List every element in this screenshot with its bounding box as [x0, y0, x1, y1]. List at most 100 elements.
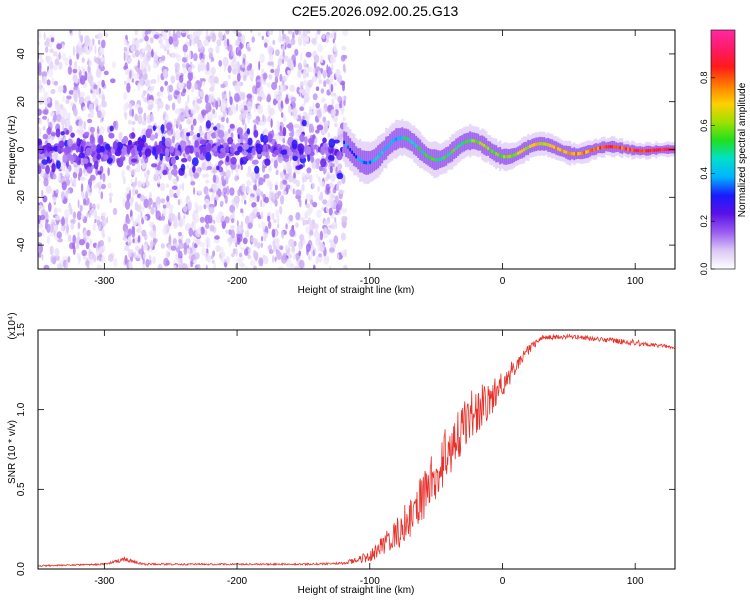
noise-blob	[244, 123, 247, 130]
noise-blob	[339, 100, 343, 109]
carrier-blob	[305, 146, 312, 155]
carrier-ridge	[505, 155, 508, 159]
noise-blob	[58, 61, 63, 70]
carrier-blob	[131, 147, 136, 158]
spectrogram-y-tick-label: -20	[16, 190, 27, 205]
noise-blob	[210, 193, 215, 202]
noise-blob	[311, 78, 314, 85]
noise-blob	[276, 249, 281, 258]
noise-blob	[302, 30, 308, 37]
noise-blob	[94, 57, 101, 64]
noise-blob	[237, 49, 242, 57]
noise-blob	[84, 229, 87, 238]
noise-blob	[99, 180, 102, 187]
noise-blob	[273, 159, 278, 169]
noise-blob	[304, 113, 311, 122]
noise-blob	[235, 242, 238, 248]
noise-blob	[131, 196, 134, 203]
noise-blob	[44, 211, 49, 220]
noise-blob	[101, 79, 105, 88]
noise-blob	[79, 176, 86, 181]
noise-blob	[187, 66, 193, 72]
carrier-ridge	[503, 155, 506, 159]
carrier-blob	[227, 137, 234, 145]
noise-blob	[141, 128, 147, 138]
noise-blob	[75, 79, 79, 84]
noise-blob	[234, 92, 240, 103]
carrier-blob	[50, 132, 56, 137]
noise-blob	[159, 41, 163, 49]
noise-blob	[301, 183, 305, 191]
noise-blob	[188, 227, 194, 237]
noise-blob	[122, 197, 126, 208]
snr-y-label: SNR (10 * v/v)	[7, 420, 18, 484]
noise-blob	[118, 131, 123, 141]
noise-blob	[42, 126, 46, 131]
carrier-blob	[310, 155, 314, 163]
noise-blob	[96, 264, 103, 269]
noise-blob	[284, 244, 289, 250]
noise-blob	[176, 188, 180, 197]
carrier-ridge	[511, 154, 514, 158]
noise-blob	[261, 236, 264, 242]
noise-blob	[241, 183, 246, 193]
noise-blob	[337, 253, 340, 260]
noise-blob	[225, 256, 229, 264]
carrier-blob	[164, 147, 170, 157]
carrier-ridge	[601, 145, 604, 149]
noise-blob	[87, 192, 92, 197]
carrier-blob	[196, 133, 201, 138]
noise-blob	[88, 248, 91, 257]
noise-blob	[199, 241, 206, 248]
carrier-blob	[85, 147, 93, 156]
carrier-ridge	[497, 153, 500, 157]
noise-blob	[141, 244, 144, 254]
noise-blob	[226, 107, 229, 116]
noise-blob	[342, 63, 346, 72]
noise-blob	[299, 216, 305, 222]
noise-blob	[131, 230, 136, 238]
noise-blob	[69, 30, 72, 34]
noise-blob	[46, 127, 52, 135]
carrier-ridge	[553, 145, 556, 149]
noise-blob	[243, 74, 247, 82]
carrier-ridge	[565, 150, 568, 154]
noise-blob	[294, 30, 299, 36]
noise-blob	[86, 212, 89, 218]
noise-blob	[317, 185, 320, 193]
noise-blob	[246, 93, 253, 100]
noise-blob	[253, 242, 260, 248]
noise-blob	[141, 163, 147, 170]
noise-blob	[336, 163, 343, 170]
noise-blob	[312, 93, 318, 101]
noise-blob	[156, 203, 160, 209]
noise-blob	[316, 173, 319, 178]
carrier-ridge	[421, 150, 424, 154]
noise-blob	[113, 257, 118, 268]
noise-blob	[259, 88, 265, 98]
noise-blob	[181, 217, 186, 226]
noise-blob	[340, 105, 345, 116]
noise-blob	[207, 112, 213, 121]
noise-blob	[331, 63, 334, 70]
carrier-ridge	[563, 149, 566, 154]
noise-blob	[293, 253, 296, 260]
noise-blob	[322, 33, 326, 40]
noise-blob	[229, 96, 233, 105]
noise-blob	[213, 262, 217, 269]
carrier-blob	[298, 164, 304, 170]
noise-blob	[161, 55, 166, 61]
noise-blob	[162, 204, 167, 209]
noise-blob	[270, 157, 274, 163]
noise-blob	[99, 47, 105, 56]
carrier-blob	[315, 129, 320, 134]
noise-blob	[215, 45, 220, 54]
noise-blob	[157, 74, 160, 83]
noise-blob	[162, 68, 168, 79]
carrier-blob	[56, 160, 61, 169]
carrier-ridge	[435, 158, 438, 162]
noise-blob	[181, 133, 187, 142]
noise-blob	[220, 216, 225, 222]
noise-blob	[172, 33, 178, 42]
